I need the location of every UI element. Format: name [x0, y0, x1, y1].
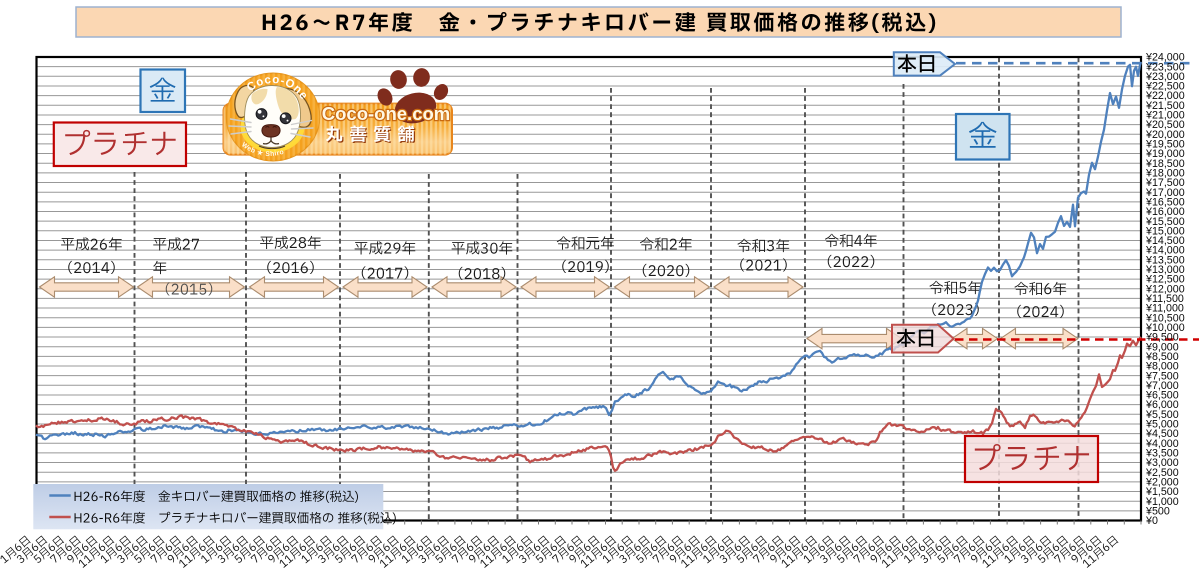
svg-text:¥11,000: ¥11,000: [1145, 303, 1184, 315]
svg-text:¥7,500: ¥7,500: [1145, 370, 1179, 382]
svg-text:¥7,000: ¥7,000: [1145, 380, 1179, 392]
svg-text:¥19,500: ¥19,500: [1145, 139, 1185, 151]
svg-text:¥16,000: ¥16,000: [1145, 206, 1185, 218]
svg-text:¥8,500: ¥8,500: [1145, 351, 1179, 363]
svg-text:¥12,000: ¥12,000: [1145, 283, 1185, 295]
svg-text:¥18,000: ¥18,000: [1145, 168, 1185, 180]
svg-text:¥6,000: ¥6,000: [1145, 399, 1179, 411]
svg-text:¥0: ¥0: [1145, 515, 1158, 527]
svg-text:¥24,000: ¥24,000: [1145, 52, 1185, 64]
svg-text:¥22,000: ¥22,000: [1145, 90, 1185, 102]
svg-text:¥18,500: ¥18,500: [1145, 158, 1185, 170]
svg-text:¥13,000: ¥13,000: [1145, 264, 1185, 276]
svg-text:¥4,500: ¥4,500: [1145, 428, 1179, 440]
svg-text:¥5,500: ¥5,500: [1145, 409, 1179, 421]
svg-text:¥16,500: ¥16,500: [1145, 196, 1185, 208]
svg-text:¥14,000: ¥14,000: [1145, 245, 1185, 257]
svg-text:¥1,000: ¥1,000: [1145, 496, 1179, 508]
svg-text:¥21,000: ¥21,000: [1145, 110, 1185, 122]
svg-text:¥9,500: ¥9,500: [1145, 332, 1179, 344]
svg-text:¥13,500: ¥13,500: [1145, 254, 1185, 266]
svg-text:¥2,500: ¥2,500: [1145, 467, 1179, 479]
svg-text:¥17,000: ¥17,000: [1145, 187, 1185, 199]
svg-text:¥3,500: ¥3,500: [1145, 448, 1179, 460]
svg-text:¥23,000: ¥23,000: [1145, 71, 1185, 83]
svg-text:¥11,500: ¥11,500: [1145, 293, 1184, 305]
svg-text:¥3,000: ¥3,000: [1145, 457, 1179, 469]
svg-text:¥15,500: ¥15,500: [1145, 216, 1185, 228]
svg-text:¥14,500: ¥14,500: [1145, 235, 1185, 247]
svg-text:¥23,500: ¥23,500: [1145, 61, 1185, 73]
svg-text:¥6,500: ¥6,500: [1145, 390, 1179, 402]
svg-text:¥20,500: ¥20,500: [1145, 119, 1185, 131]
svg-text:¥4,000: ¥4,000: [1145, 438, 1179, 450]
svg-text:¥12,500: ¥12,500: [1145, 274, 1185, 286]
svg-text:¥5,000: ¥5,000: [1145, 419, 1179, 431]
svg-text:¥8,000: ¥8,000: [1145, 361, 1179, 373]
svg-text:¥17,500: ¥17,500: [1145, 177, 1185, 189]
svg-text:¥19,000: ¥19,000: [1145, 148, 1185, 160]
svg-text:¥22,500: ¥22,500: [1145, 81, 1185, 93]
svg-text:¥500: ¥500: [1145, 505, 1170, 517]
svg-text:¥15,000: ¥15,000: [1145, 225, 1185, 237]
svg-text:¥20,000: ¥20,000: [1145, 129, 1185, 141]
svg-text:¥10,000: ¥10,000: [1145, 322, 1185, 334]
svg-text:¥1,500: ¥1,500: [1145, 486, 1179, 498]
svg-text:Coco-one.com: Coco-one.com: [322, 103, 450, 124]
svg-text:¥9,000: ¥9,000: [1145, 341, 1179, 353]
svg-text:¥10,500: ¥10,500: [1145, 312, 1185, 324]
svg-text:¥21,500: ¥21,500: [1145, 100, 1185, 112]
svg-text:¥2,000: ¥2,000: [1145, 477, 1179, 489]
